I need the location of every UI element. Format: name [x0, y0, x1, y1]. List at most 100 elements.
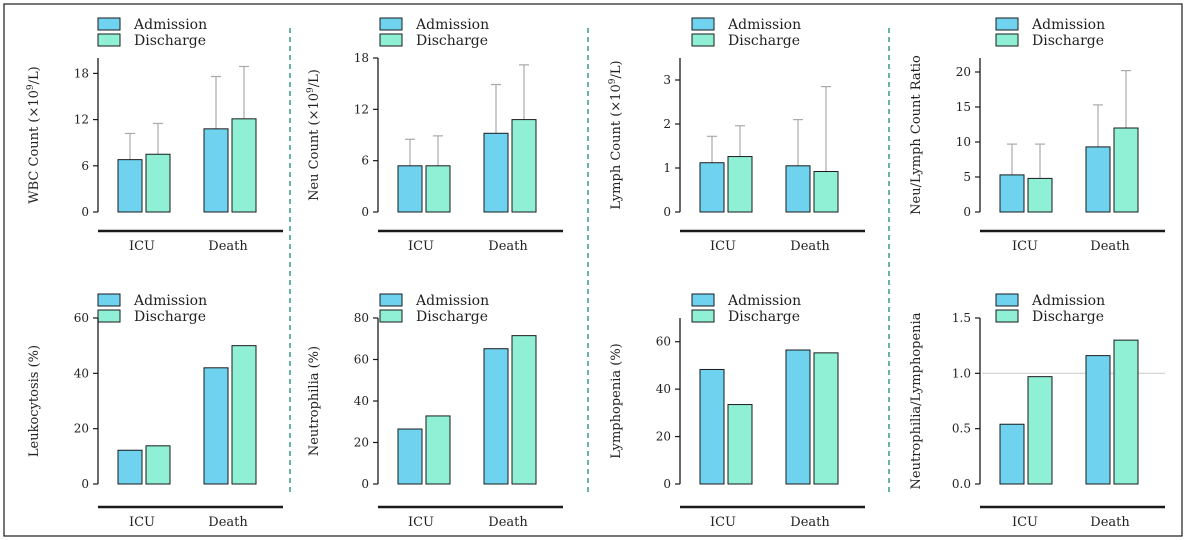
y-tick-label: 0 [361, 477, 369, 491]
legend-label-admission: Admission [415, 17, 489, 33]
legend-label-discharge: Discharge [1032, 33, 1104, 49]
x-category-label: Death [208, 239, 248, 254]
bar-discharge-death [1113, 339, 1139, 485]
y-axis-label: Neu/Lymph Count Ratio [909, 55, 924, 215]
y-axis-label: Lymphopenia (%) [609, 343, 624, 459]
y-tick-label: 40 [354, 394, 369, 408]
bar-admission-death [1085, 146, 1111, 213]
legend-swatch-discharge [379, 33, 403, 47]
bar-discharge-death [511, 119, 537, 213]
bar-discharge-icu [727, 404, 753, 485]
legend-label-admission: Admission [1031, 17, 1105, 33]
bar-admission-icu [397, 165, 423, 213]
y-tick-label: 0 [361, 205, 369, 219]
x-category-label: Death [1090, 239, 1130, 254]
y-tick-label: 0.0 [952, 477, 971, 491]
y-tick-label: 0.5 [952, 422, 971, 436]
y-tick-label: 80 [354, 311, 369, 325]
bar-admission-icu [999, 174, 1025, 213]
y-axis-label-part: Neutrophilia (%) [307, 346, 322, 456]
legend-swatch-admission [691, 17, 715, 31]
y-tick-label: 6 [81, 159, 89, 173]
legend-label-discharge: Discharge [728, 33, 800, 49]
y-tick-label: 18 [354, 51, 369, 65]
legend-label-admission: Admission [415, 293, 489, 309]
legend-swatch-admission [97, 293, 121, 307]
bar-admission-death [483, 348, 509, 485]
y-axis-label: Neutrophilia (%) [307, 346, 322, 456]
y-tick-label: 0 [81, 205, 89, 219]
bar-discharge-icu [145, 445, 171, 485]
y-tick-label: 0 [81, 477, 89, 491]
legend-label-discharge: Discharge [728, 309, 800, 325]
legend-swatch-admission [379, 293, 403, 307]
legend-label-discharge: Discharge [416, 309, 488, 325]
x-category-label: Death [488, 239, 528, 254]
legend-label-discharge: Discharge [1032, 309, 1104, 325]
y-axis-label: Neu Count (×109/L) [306, 69, 322, 201]
bar-admission-death [1085, 355, 1111, 485]
x-category-label: Death [208, 515, 248, 530]
x-category-label: ICU [1012, 515, 1038, 530]
y-tick-label: 60 [656, 335, 671, 349]
bar-admission-death [785, 165, 811, 213]
bar-admission-icu [117, 159, 143, 213]
y-tick-label: 1.0 [952, 366, 971, 380]
bar-admission-icu [999, 423, 1025, 485]
legend-swatch-admission [995, 293, 1019, 307]
bar-admission-death [203, 128, 229, 213]
bar-discharge-death [813, 171, 839, 213]
bar-discharge-death [1113, 127, 1139, 213]
y-tick-label: 10 [956, 135, 971, 149]
bar-discharge-death [813, 352, 839, 485]
bar-discharge-death [511, 335, 537, 485]
y-tick-label: 18 [74, 66, 89, 80]
legend-swatch-discharge [97, 309, 121, 323]
y-axis-label-superscript: 9 [608, 78, 618, 84]
y-tick-label: 3 [663, 73, 671, 87]
y-axis-label-superscript: 9 [26, 84, 36, 90]
x-category-label: Death [790, 515, 830, 530]
legend-label-admission: Admission [1031, 293, 1105, 309]
y-axis-label-superscript: 9 [306, 87, 316, 93]
legend-swatch-discharge [691, 33, 715, 47]
bar-admission-death [785, 349, 811, 485]
legend-label-admission: Admission [133, 293, 207, 309]
bar-discharge-death [231, 118, 257, 213]
legend-label-discharge: Discharge [416, 33, 488, 49]
bar-admission-death [203, 367, 229, 485]
y-tick-label: 12 [74, 113, 89, 127]
y-tick-label: 20 [354, 436, 369, 450]
figure-frame [3, 3, 1183, 537]
y-axis-label-part: Lymph Count (×10 [609, 84, 624, 209]
legend-swatch-discharge [995, 309, 1019, 323]
y-tick-label: 60 [354, 353, 369, 367]
legend-swatch-discharge [691, 309, 715, 323]
y-axis-label: Lymph Count (×109/L) [608, 60, 624, 209]
legend-swatch-admission [691, 293, 715, 307]
bar-discharge-icu [1027, 177, 1053, 213]
bar-admission-icu [397, 428, 423, 485]
bar-admission-icu [699, 368, 725, 485]
x-category-label: ICU [129, 239, 155, 254]
legend-label-admission: Admission [727, 17, 801, 33]
bar-discharge-icu [425, 165, 451, 213]
y-tick-label: 0 [663, 477, 671, 491]
bar-admission-icu [117, 449, 143, 485]
y-axis-label-part: Leukocytosis (%) [27, 345, 42, 457]
y-tick-label: 40 [656, 382, 671, 396]
x-category-label: Death [790, 239, 830, 254]
y-tick-label: 20 [956, 65, 971, 79]
x-category-label: ICU [408, 515, 434, 530]
x-category-label: ICU [408, 239, 434, 254]
bar-admission-death [483, 132, 509, 213]
y-tick-label: 6 [361, 154, 369, 168]
y-axis-label: Leukocytosis (%) [27, 345, 42, 457]
y-tick-label: 1 [663, 161, 671, 175]
